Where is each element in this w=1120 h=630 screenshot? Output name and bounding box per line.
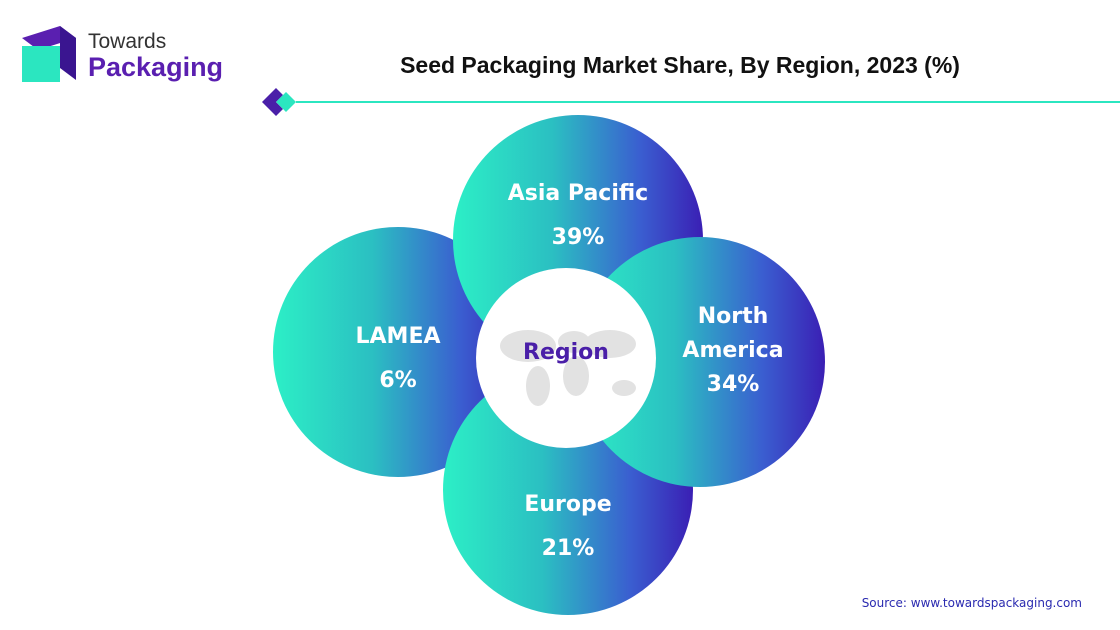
region-label: North America 34% [668,300,798,402]
region-label: Asia Pacific 39% [503,177,653,255]
region-name: Asia Pacific [507,181,649,206]
region-share: 6% [379,368,417,393]
region-share: 34% [706,372,760,397]
region-name: LAMEA [355,324,441,349]
center-circle: Region [476,268,656,448]
logo-line1: Towards [88,30,167,53]
region-name: Europe [524,492,612,517]
source: Source: www.towardspackaging.com [861,596,1082,610]
region-name: North America [682,304,784,363]
title: Seed Packaging Market Share, By Region, … [400,52,960,78]
region-label: LAMEA 6% [323,320,473,398]
region-label: Europe 21% [493,488,643,566]
center-label: Region [523,340,609,365]
region-share: 39% [551,225,605,250]
logo-line2: Packaging [88,52,224,82]
region-share: 21% [541,536,595,561]
map-silhouette [500,330,636,406]
